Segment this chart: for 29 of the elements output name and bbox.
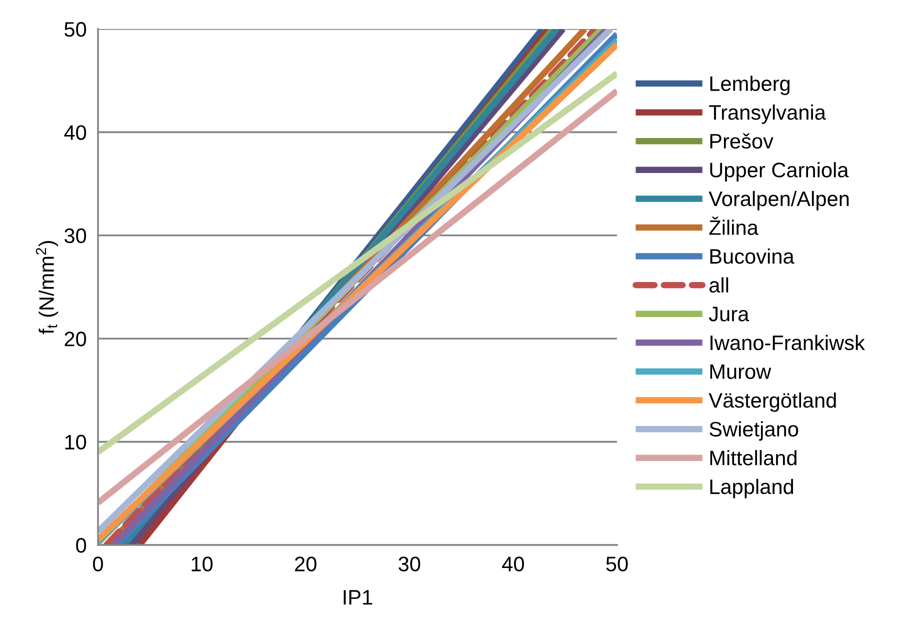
legend-label: Prešov — [710, 133, 774, 149]
y-tick-label: 20 — [64, 332, 86, 346]
x-tick-label: 30 — [398, 556, 420, 572]
legend-label: Voralpen/Alpen — [708, 190, 849, 210]
legend-label: Murow — [710, 364, 772, 379]
legend-label: Bucovina — [710, 248, 794, 264]
legend-label: Upper Carniola — [710, 162, 849, 182]
legend-label: Jura — [708, 306, 750, 322]
x-tick-label: 10 — [192, 556, 213, 572]
x-tick-label: 20 — [295, 556, 316, 572]
legend-label: Lappland — [710, 478, 794, 498]
legend-label: Mittelland — [710, 450, 796, 466]
x-tick-label: 40 — [502, 556, 524, 572]
legend-label: all — [710, 277, 728, 293]
legend-label: Žilina — [709, 216, 758, 235]
legend-label: Västergötland — [708, 392, 836, 412]
y-tick-label: 40 — [64, 125, 86, 140]
y-axis-title: f$_{t}$ (N/mm$^{2}$) — [36, 241, 58, 334]
x-tick-label: 50 — [606, 556, 628, 572]
y-tick-label: 0 — [76, 538, 86, 553]
x-tick-label: 0 — [93, 556, 103, 572]
legend-label: Lemberg — [710, 76, 790, 96]
legend-label: Transylvania — [709, 104, 826, 124]
legend-label: Swietjano — [710, 421, 798, 441]
y-tick-label: 30 — [64, 228, 86, 244]
x-axis-title: IP1 — [344, 590, 372, 605]
legend-label: Iwano-Frankiwsk — [710, 334, 865, 350]
y-tick-label: 10 — [65, 434, 86, 450]
y-tick-label: 50 — [64, 22, 86, 37]
